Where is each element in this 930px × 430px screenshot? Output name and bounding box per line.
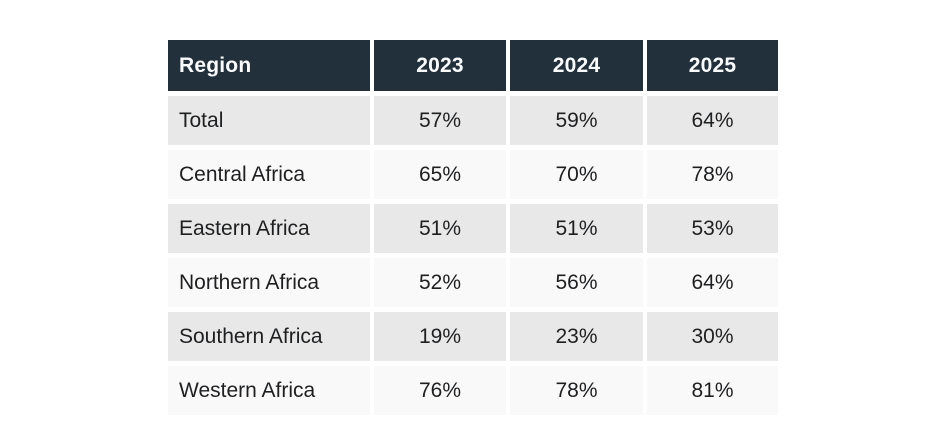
value-cell: 30% (647, 312, 778, 361)
column-header-region: Region (168, 40, 370, 91)
value-cell: 81% (647, 366, 778, 415)
value-cell: 78% (647, 150, 778, 199)
value-cell: 52% (374, 258, 506, 307)
region-cell: Northern Africa (168, 258, 370, 307)
value-cell: 56% (510, 258, 643, 307)
value-cell: 57% (374, 96, 506, 145)
region-cell: Western Africa (168, 366, 370, 415)
value-cell: 19% (374, 312, 506, 361)
value-cell: 53% (647, 204, 778, 253)
value-cell: 70% (510, 150, 643, 199)
value-cell: 51% (374, 204, 506, 253)
value-cell: 23% (510, 312, 643, 361)
regions-year-table: Region 2023 2024 2025 Total 57% 59% 64% Cent… (168, 40, 778, 415)
column-header-2025: 2025 (647, 40, 778, 91)
value-cell: 78% (510, 366, 643, 415)
column-header-2023: 2023 (374, 40, 506, 91)
column-header-2024: 2024 (510, 40, 643, 91)
region-cell: Southern Africa (168, 312, 370, 361)
value-cell: 51% (510, 204, 643, 253)
region-cell: Eastern Africa (168, 204, 370, 253)
value-cell: 76% (374, 366, 506, 415)
value-cell: 64% (647, 258, 778, 307)
value-cell: 65% (374, 150, 506, 199)
value-cell: 64% (647, 96, 778, 145)
region-cell: Total (168, 96, 370, 145)
region-cell: Central Africa (168, 150, 370, 199)
value-cell: 59% (510, 96, 643, 145)
